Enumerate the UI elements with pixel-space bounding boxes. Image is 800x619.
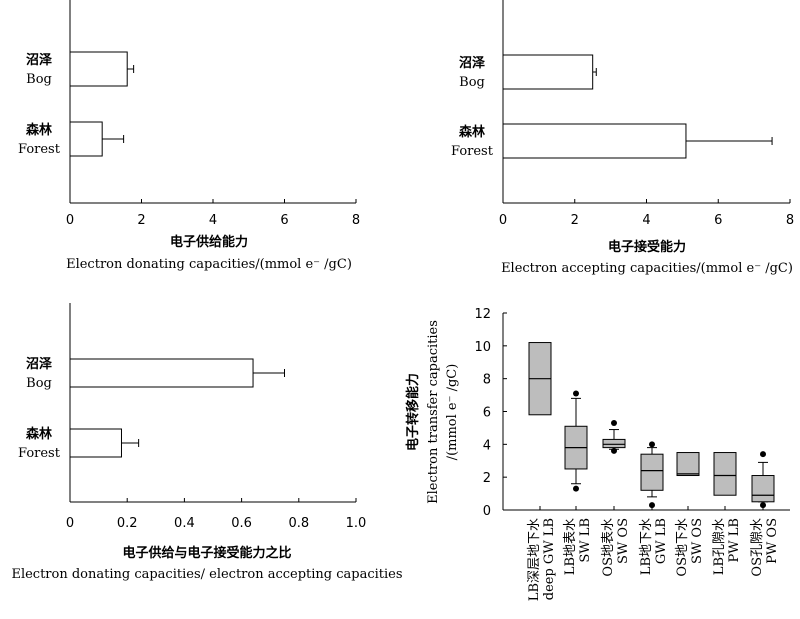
x-tick-label: 0 (499, 213, 507, 228)
category-label-en: Bog (26, 376, 52, 391)
x-label-zh: OS孔隙水 (750, 518, 765, 577)
bar-forest (502, 123, 687, 159)
outlier-point (573, 485, 579, 492)
box-plot: 0 2 4 6 8 10 12 电子转移能力 Electron transfer capacit… (405, 307, 790, 601)
bar-chart-3: 0 0.2 0.4 0.6 0.8 1.0 沼泽 Bog 森林 Forest 电子供给与电子接受能力… (11, 303, 403, 582)
x-tick-label: 0 (66, 516, 74, 531)
x-label-zh: LB地下水 (639, 518, 654, 575)
x-label-zh: LB深层地下水 (527, 518, 542, 601)
outlier-point (611, 419, 617, 426)
x-tick-label: 0.2 (117, 516, 138, 531)
box-group: OS地下水 SW OS (675, 452, 705, 577)
category-label-en: Forest (18, 142, 61, 157)
x-label-en: SW OS (616, 518, 631, 564)
x-axis-title-en: Electron donating capacities/ electron a… (11, 567, 402, 582)
x-tick-label: 4 (209, 213, 217, 228)
y-tick-label: 10 (474, 340, 491, 355)
x-label-zh: LB孔隙水 (712, 518, 727, 575)
y-tick-label: 2 (483, 471, 491, 486)
x-label-en: deep GW LB (542, 518, 557, 600)
outlier-point (760, 451, 766, 458)
category-label-zh: 森林 (26, 122, 52, 138)
outlier-point (649, 441, 655, 448)
x-tick-label: 6 (714, 213, 722, 228)
box (602, 438, 626, 449)
y-axis-title-unit: /(mmol e⁻ /gC) (445, 364, 460, 461)
category-label-en: Forest (451, 144, 494, 159)
category-label-zh: 森林 (459, 124, 485, 140)
x-tick-label: 8 (786, 213, 794, 228)
box-group: LB深层地下水 deep GW LB (527, 342, 557, 601)
x-label-zh: OS地表水 (601, 518, 616, 577)
x-axis-title-en: Electron accepting capacities/(mmol e⁻ /… (501, 261, 793, 276)
x-axis-title-zh: 电子供给与电子接受能力之比 (122, 545, 291, 561)
bar-chart-1: 0 2 4 6 8 沼泽 Bog 森林 Forest 电子供给能力 Electron donatin… (18, 0, 360, 272)
bar-chart-2: 0 2 4 6 8 沼泽 Bog 森林 Forest 电子接受能力 Electron accepti… (451, 0, 794, 276)
x-tick-label: 2 (571, 213, 579, 228)
box (751, 475, 775, 503)
box-group: LB孔隙水 PW LB (712, 452, 742, 575)
y-tick-label: 0 (483, 504, 491, 519)
category-label-en: Bog (459, 75, 485, 90)
box (640, 453, 664, 491)
x-label-zh: LB地表水 (563, 518, 578, 575)
bar-forest (69, 428, 122, 458)
outlier-point (649, 502, 655, 509)
x-tick-label: 2 (137, 213, 145, 228)
box-group: LB地表水 SW LB (563, 390, 593, 575)
x-axis-title-zh: 电子接受能力 (608, 239, 686, 255)
x-label-en: SW LB (578, 518, 593, 563)
category-label-zh: 沼泽 (26, 357, 53, 372)
outlier-point (611, 447, 617, 454)
x-tick-label: 0.8 (288, 516, 309, 531)
box-group: OS孔隙水 PW OS (750, 451, 780, 577)
x-tick-label: 0 (66, 213, 74, 228)
category-label-en: Bog (26, 72, 52, 87)
x-tick-label: 0.4 (174, 516, 195, 531)
category-label-zh: 沼泽 (459, 56, 486, 71)
category-label-zh: 森林 (26, 426, 52, 442)
y-axis-title-zh: 电子转移能力 (405, 373, 421, 451)
bar-bog (502, 54, 594, 90)
x-tick-label: 0.6 (231, 516, 252, 531)
x-tick-label: 1.0 (346, 516, 367, 531)
x-axis-title-zh: 电子供给能力 (170, 234, 248, 250)
outlier-point (573, 390, 579, 397)
y-tick-label: 8 (483, 373, 491, 388)
bar-bog (69, 358, 254, 388)
box (676, 452, 700, 477)
box-group: OS地表水 SW OS (601, 419, 631, 577)
bar-forest (69, 121, 103, 157)
x-label-en: PW LB (727, 518, 742, 562)
box (713, 452, 737, 496)
x-label-en: SW OS (690, 518, 705, 564)
outlier-point (760, 502, 766, 509)
box-group: LB地下水 GW LB (639, 441, 669, 575)
category-label-zh: 沼泽 (26, 53, 53, 68)
x-tick-label: 8 (352, 213, 360, 228)
x-label-en: GW LB (654, 518, 669, 564)
bar-bog (69, 51, 128, 87)
y-tick-label: 12 (474, 307, 491, 322)
x-label-en: PW OS (765, 518, 780, 564)
x-tick-label: 6 (280, 213, 288, 228)
x-label-zh: OS地下水 (675, 518, 690, 577)
y-tick-label: 4 (483, 438, 491, 453)
x-tick-label: 4 (642, 213, 650, 228)
category-label-en: Forest (18, 446, 61, 461)
x-axis-title-en: Electron donating capacities/(mmol e⁻ /g… (66, 257, 352, 272)
y-axis-title-en: Electron transfer capacities (426, 320, 441, 504)
y-tick-label: 6 (483, 406, 491, 421)
